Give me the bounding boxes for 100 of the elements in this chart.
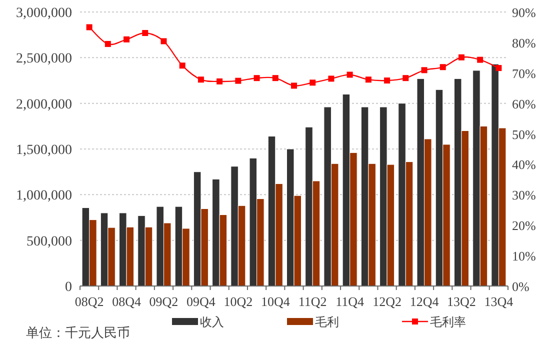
bar [156, 206, 164, 286]
bar [275, 183, 283, 286]
bar [212, 178, 220, 286]
bar [219, 214, 228, 286]
x-tick-label: 12Q4 [410, 294, 440, 309]
legend-label: 毛利率 [430, 315, 466, 329]
bar [182, 228, 190, 286]
y2-tick-label: 0% [512, 279, 530, 294]
bar [454, 78, 462, 286]
y-tick-label: 1,000,000 [16, 188, 72, 204]
point [272, 75, 278, 82]
bar [405, 162, 414, 286]
x-tick-label: 13Q2 [447, 294, 476, 309]
point [310, 80, 316, 86]
legend-label: 毛利 [315, 315, 339, 329]
bar [126, 226, 134, 286]
bar [286, 148, 294, 286]
bar [324, 106, 332, 286]
bar [82, 207, 90, 286]
bar [138, 215, 146, 286]
point [86, 24, 92, 30]
bar [193, 172, 202, 286]
bar [312, 180, 320, 286]
y-tick-label: 1,500,000 [16, 143, 72, 158]
x-tick-label: 09Q4 [186, 294, 216, 309]
bar [89, 220, 97, 286]
bar [305, 126, 313, 286]
point [328, 76, 334, 82]
point [458, 54, 464, 60]
x-tick-label: 08Q2 [74, 294, 104, 309]
y-tick-label: 3,000,000 [16, 6, 72, 21]
bar [342, 94, 350, 286]
bar [174, 206, 183, 286]
point [440, 64, 446, 70]
bar [200, 208, 208, 286]
bar [368, 163, 376, 286]
y2-tick-label: 10% [512, 248, 536, 264]
point [496, 65, 502, 72]
y-tick-label: 2,500,000 [16, 52, 72, 67]
bar [238, 205, 246, 286]
point [179, 62, 186, 69]
x-tick-label: 10Q2 [224, 294, 253, 309]
point [198, 76, 204, 83]
point [142, 30, 148, 36]
bar [398, 103, 406, 286]
y2-tick-label: 60% [512, 96, 536, 112]
bar [386, 164, 395, 286]
bar [435, 89, 444, 286]
point [291, 82, 297, 89]
bar [360, 106, 369, 286]
y2-tick-label: 50% [512, 126, 536, 142]
bar [100, 212, 108, 286]
legend-label: 收入 [200, 315, 224, 329]
point [124, 36, 130, 42]
bar [268, 136, 276, 286]
bar [380, 106, 388, 286]
bar [163, 222, 172, 286]
y2-tick-label: 80% [512, 35, 536, 50]
bar [461, 130, 469, 286]
y2-tick-label: 20% [512, 218, 536, 234]
x-tick-label: 11Q4 [336, 294, 365, 309]
bar [350, 152, 358, 286]
y2-tick-label: 90% [512, 5, 536, 20]
bar [256, 198, 264, 286]
bar [498, 128, 506, 286]
x-tick-label: 13Q4 [484, 294, 514, 309]
point [254, 75, 260, 82]
y2-tick-label: 40% [512, 157, 536, 172]
x-tick-label: 10Q4 [260, 294, 290, 309]
y-tick-label: 2,000,000 [16, 97, 72, 112]
point [235, 78, 242, 84]
y-tick-label: 0 [65, 280, 72, 295]
point [421, 67, 428, 74]
bar [424, 138, 432, 286]
bar [442, 144, 450, 286]
y2-tick-label: 30% [512, 188, 536, 203]
bar [294, 195, 302, 286]
text: 单位：千元人民币 [26, 325, 130, 340]
point [160, 38, 167, 44]
point [216, 78, 223, 84]
bar [230, 166, 238, 286]
bar [249, 158, 258, 286]
bar [472, 70, 480, 286]
bar [491, 64, 499, 286]
point [402, 75, 409, 82]
point [346, 72, 353, 78]
bar [108, 227, 116, 286]
point [365, 76, 372, 83]
point [477, 56, 484, 63]
bar [144, 226, 153, 286]
x-tick-label: 09Q2 [149, 294, 178, 309]
x-tick-label: 11Q2 [298, 294, 327, 309]
bar [416, 78, 425, 286]
point [104, 40, 111, 47]
x-tick-label: 08Q4 [112, 294, 142, 309]
bar [330, 163, 339, 286]
y-tick-label: 500,000 [26, 234, 72, 250]
bar [119, 212, 127, 286]
x-tick-label: 12Q2 [372, 294, 402, 309]
y2-tick-label: 70% [512, 66, 536, 81]
